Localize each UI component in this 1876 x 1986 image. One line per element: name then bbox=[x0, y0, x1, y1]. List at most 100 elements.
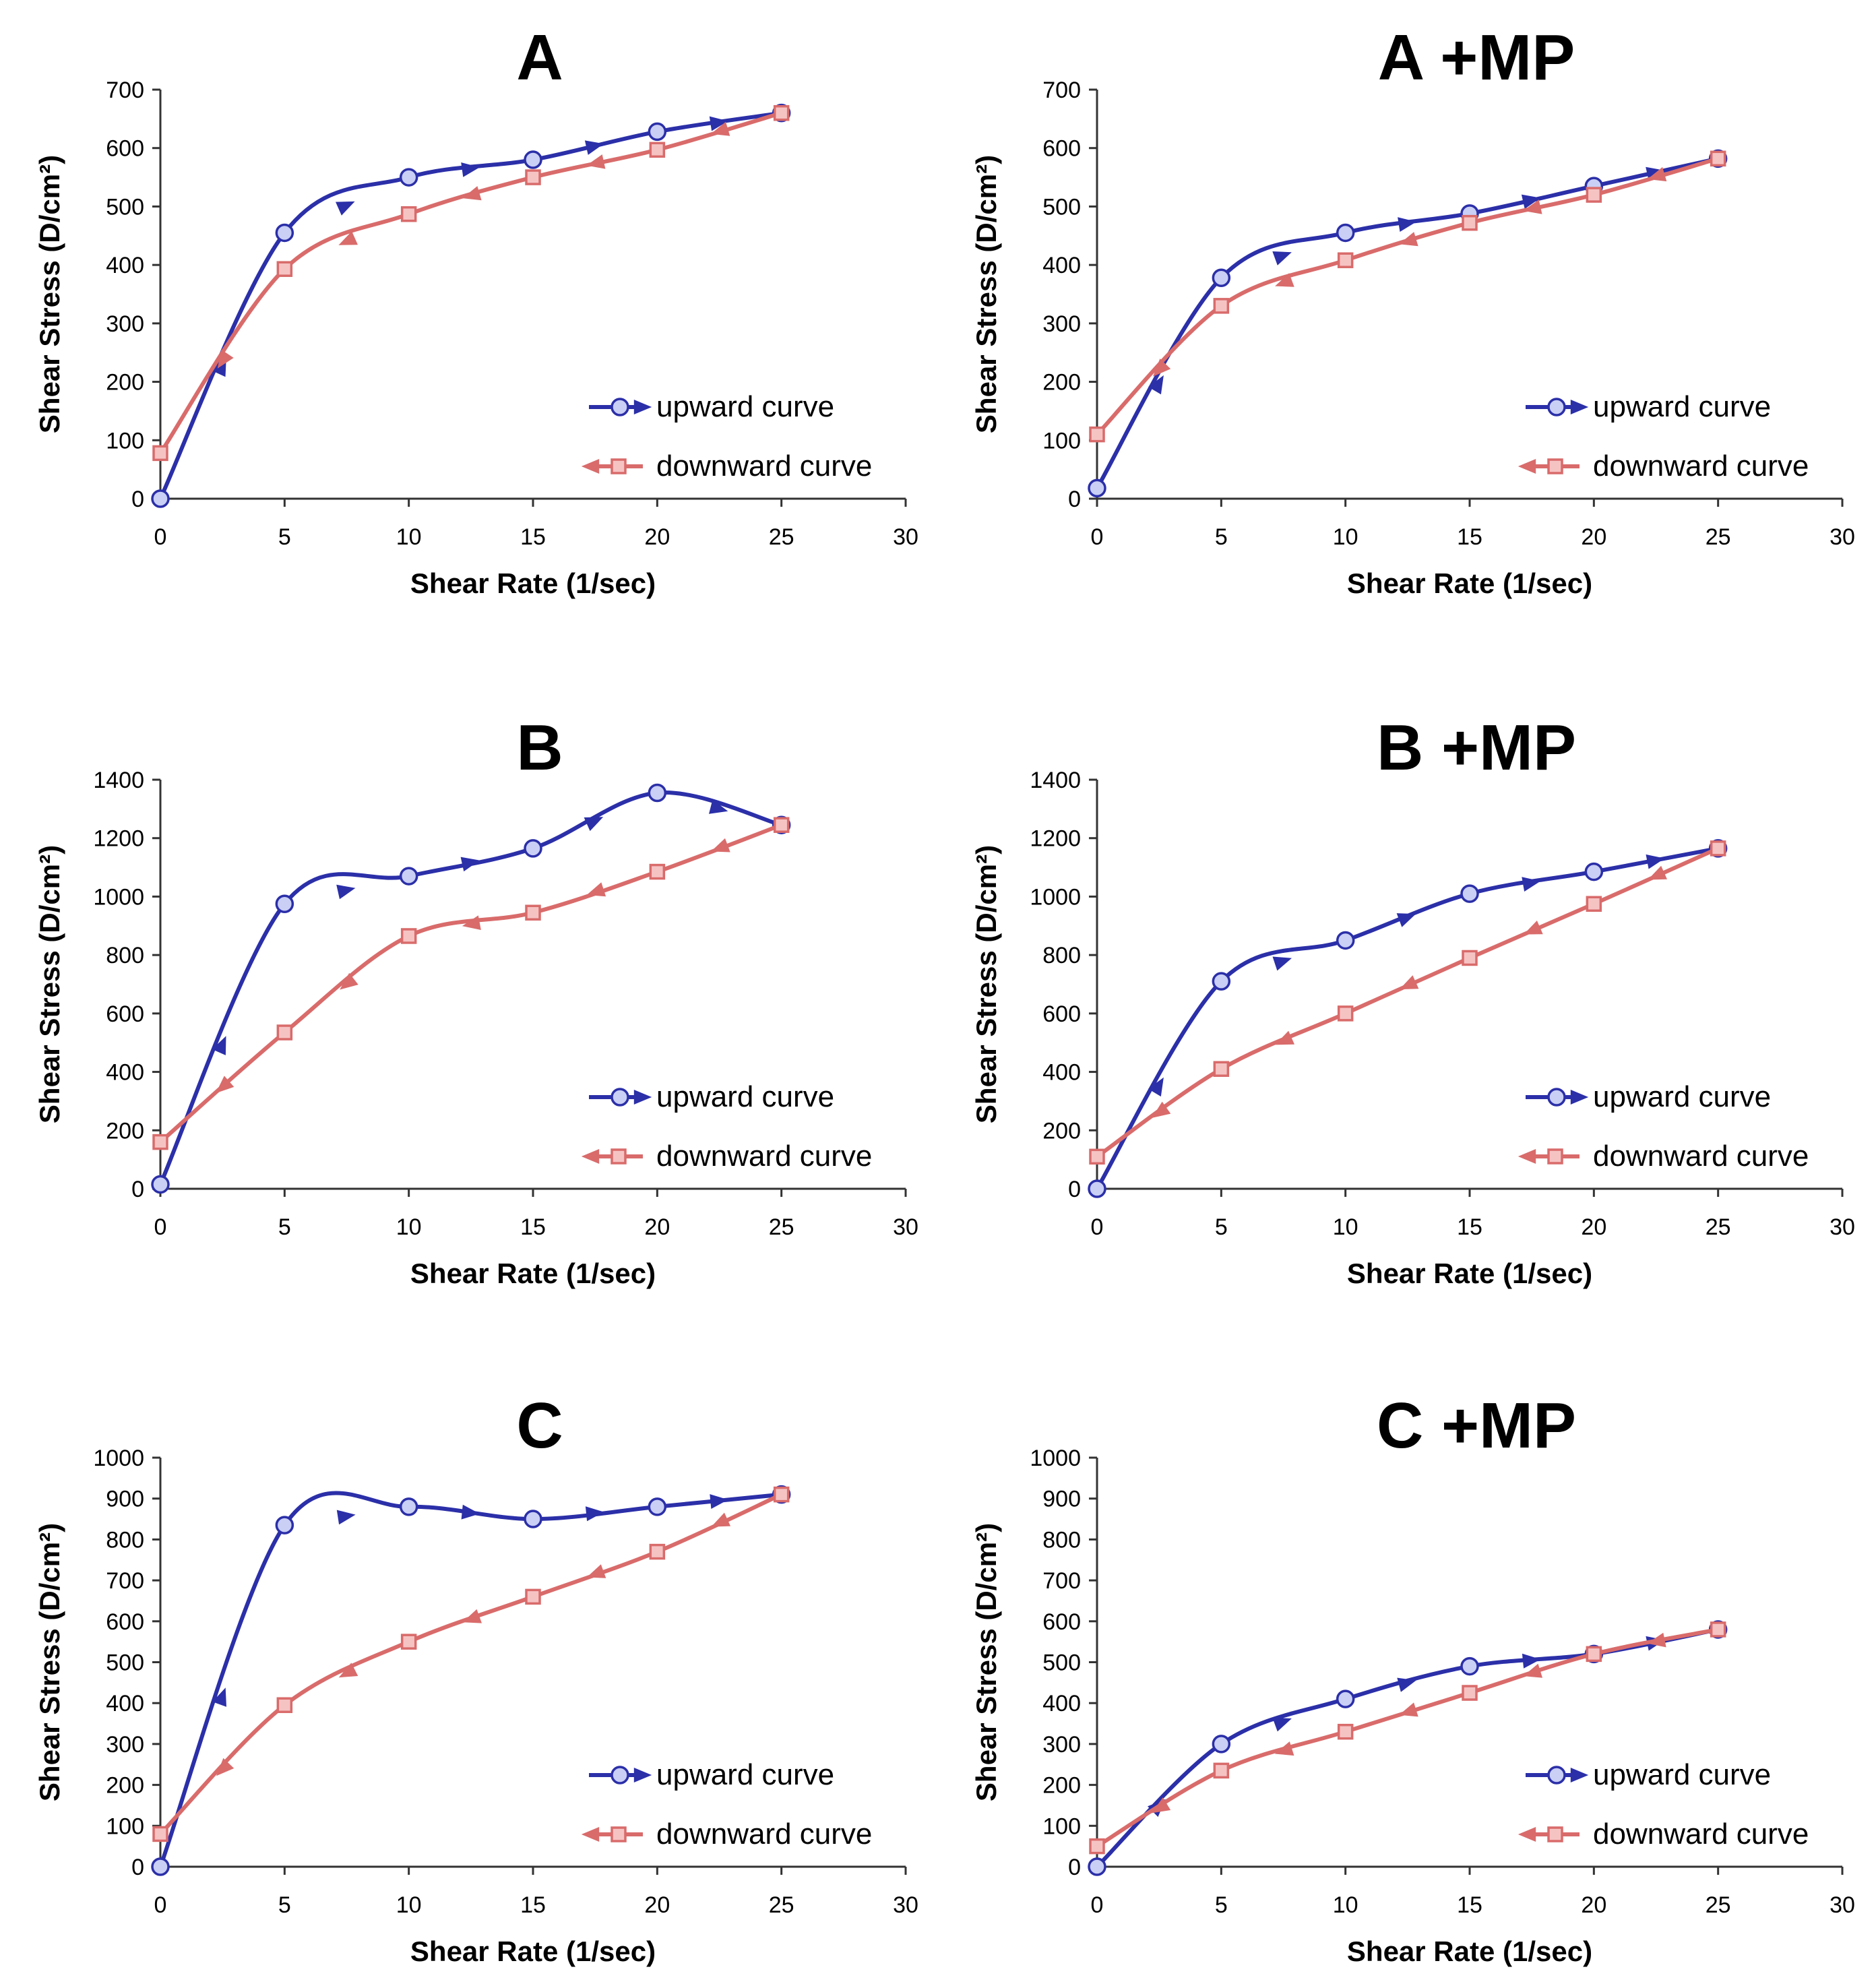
legend-upward-label: upward curve bbox=[656, 1758, 834, 1791]
x-tick-label: 25 bbox=[1706, 524, 1731, 550]
legend-downward-label: downward curve bbox=[656, 1140, 872, 1173]
x-tick-label: 15 bbox=[520, 524, 546, 550]
upward-data-point bbox=[1460, 884, 1479, 903]
x-tick-label: 20 bbox=[1581, 524, 1606, 550]
upward-data-point bbox=[399, 1497, 418, 1516]
x-tick-label: 0 bbox=[1091, 524, 1104, 550]
legend-upward-label: upward curve bbox=[656, 390, 834, 423]
downward-curve-line bbox=[1095, 156, 1720, 437]
y-tick-label: 600 bbox=[106, 136, 144, 162]
y-tick-label: 1000 bbox=[93, 1446, 144, 1471]
legend-downward-marker bbox=[611, 458, 627, 474]
series-downward-curve bbox=[1089, 1621, 1726, 1855]
downward-arrow-marker bbox=[586, 1564, 606, 1578]
chart-title: B bbox=[516, 712, 563, 784]
upward-data-point bbox=[1212, 972, 1231, 991]
upward-arrow-marker bbox=[461, 1504, 480, 1520]
downward-arrow-marker bbox=[216, 1076, 234, 1094]
x-tick-label: 20 bbox=[1581, 1892, 1606, 1918]
y-axis-label: Shear Stress (D/cm²) bbox=[970, 1523, 1002, 1801]
y-tick-label: 0 bbox=[131, 1177, 144, 1202]
upward-data-point bbox=[151, 1175, 170, 1194]
downward-data-point bbox=[1462, 1685, 1478, 1701]
downward-data-point bbox=[1213, 1061, 1230, 1077]
series-downward-curve bbox=[1089, 840, 1726, 1165]
legend-upward-marker bbox=[1547, 1088, 1566, 1107]
downward-arrow-marker bbox=[217, 349, 234, 369]
downward-data-point bbox=[152, 445, 168, 462]
y-tick-label: 0 bbox=[1068, 487, 1081, 512]
upward-data-point bbox=[524, 839, 542, 858]
downward-arrow-marker bbox=[1152, 1101, 1171, 1118]
downward-data-point bbox=[773, 1486, 790, 1503]
chart-legend: upward curve downward curve bbox=[1518, 390, 1809, 483]
y-tick-label: 0 bbox=[1068, 1855, 1081, 1880]
upward-data-point bbox=[275, 894, 294, 914]
upward-data-point bbox=[399, 867, 418, 886]
downward-arrow-marker bbox=[462, 915, 481, 930]
upward-arrow-marker bbox=[461, 162, 480, 177]
series-upward-curve bbox=[1088, 149, 1728, 498]
legend-downward-label: downward curve bbox=[1593, 1818, 1809, 1851]
downward-data-point bbox=[276, 1697, 293, 1713]
upward-data-point bbox=[648, 122, 667, 142]
y-axis-label: Shear Stress (D/cm²) bbox=[34, 845, 65, 1123]
upward-data-point bbox=[1212, 1735, 1231, 1754]
x-tick-label: 30 bbox=[1830, 524, 1855, 550]
downward-curve-line bbox=[158, 1492, 784, 1836]
y-tick-label: 700 bbox=[106, 1568, 144, 1594]
x-tick-label: 0 bbox=[154, 1214, 167, 1240]
x-tick-label: 10 bbox=[396, 524, 422, 550]
downward-data-point bbox=[525, 169, 541, 185]
upward-arrow-marker bbox=[1272, 956, 1292, 971]
upward-arrow-marker bbox=[336, 201, 355, 216]
y-tick-label: 800 bbox=[1042, 943, 1081, 968]
y-tick-label: 200 bbox=[106, 1118, 144, 1144]
upward-arrow-marker bbox=[336, 884, 356, 900]
legend-upward-arrow bbox=[633, 1090, 652, 1105]
downward-arrow-marker bbox=[338, 231, 358, 245]
x-tick-label: 10 bbox=[1333, 1892, 1358, 1918]
downward-data-point bbox=[400, 1634, 417, 1650]
legend-downward-marker bbox=[1547, 458, 1563, 474]
downward-data-point bbox=[1586, 896, 1602, 912]
downward-data-point bbox=[1462, 950, 1478, 966]
legend-upward-marker bbox=[611, 1766, 629, 1785]
legend-downward-label: downward curve bbox=[1593, 449, 1809, 483]
downward-arrow-marker bbox=[462, 1609, 482, 1623]
y-tick-label: 600 bbox=[1042, 1609, 1081, 1635]
downward-data-point bbox=[1337, 252, 1354, 268]
upward-arrow-marker bbox=[1397, 1677, 1416, 1692]
downward-arrow-marker bbox=[1399, 1702, 1418, 1717]
series-upward-curve bbox=[151, 1485, 791, 1876]
chart-panel-1: A 0 100 200 300 400 500 600 700 0 5 10 15 20 25 30 Shear… bbox=[34, 22, 918, 599]
y-tick-label: 300 bbox=[1042, 311, 1081, 337]
y-tick-label: 400 bbox=[1042, 1691, 1081, 1716]
upward-data-point bbox=[1088, 1179, 1106, 1198]
y-tick-label: 700 bbox=[106, 77, 144, 103]
y-tick-label: 1000 bbox=[1030, 1446, 1081, 1471]
legend-downward-marker bbox=[611, 1826, 627, 1842]
upward-data-point bbox=[275, 1516, 294, 1534]
legend-downward-arrow bbox=[581, 459, 600, 474]
y-tick-label: 900 bbox=[106, 1487, 144, 1512]
upward-arrow-marker bbox=[212, 1687, 226, 1707]
x-tick-label: 25 bbox=[769, 1892, 794, 1918]
y-tick-label: 300 bbox=[1042, 1732, 1081, 1758]
series-downward-curve bbox=[152, 1486, 790, 1842]
downward-data-point bbox=[773, 104, 790, 121]
chart-title: C +MP bbox=[1377, 1390, 1576, 1462]
legend-upward-label: upward curve bbox=[1593, 1080, 1771, 1113]
downward-arrow-marker bbox=[1275, 1030, 1294, 1045]
downward-arrow-marker bbox=[711, 1512, 731, 1527]
upward-curve-line bbox=[158, 790, 784, 1187]
legend-downward-marker bbox=[611, 1148, 627, 1165]
downward-arrow-marker bbox=[586, 882, 606, 897]
y-tick-label: 1400 bbox=[1030, 768, 1081, 793]
x-tick-label: 0 bbox=[1091, 1892, 1104, 1918]
upward-arrow-marker bbox=[336, 1510, 356, 1525]
legend-downward-arrow bbox=[581, 1149, 600, 1164]
downward-arrow-marker bbox=[1399, 975, 1419, 990]
y-tick-label: 1400 bbox=[93, 768, 144, 793]
